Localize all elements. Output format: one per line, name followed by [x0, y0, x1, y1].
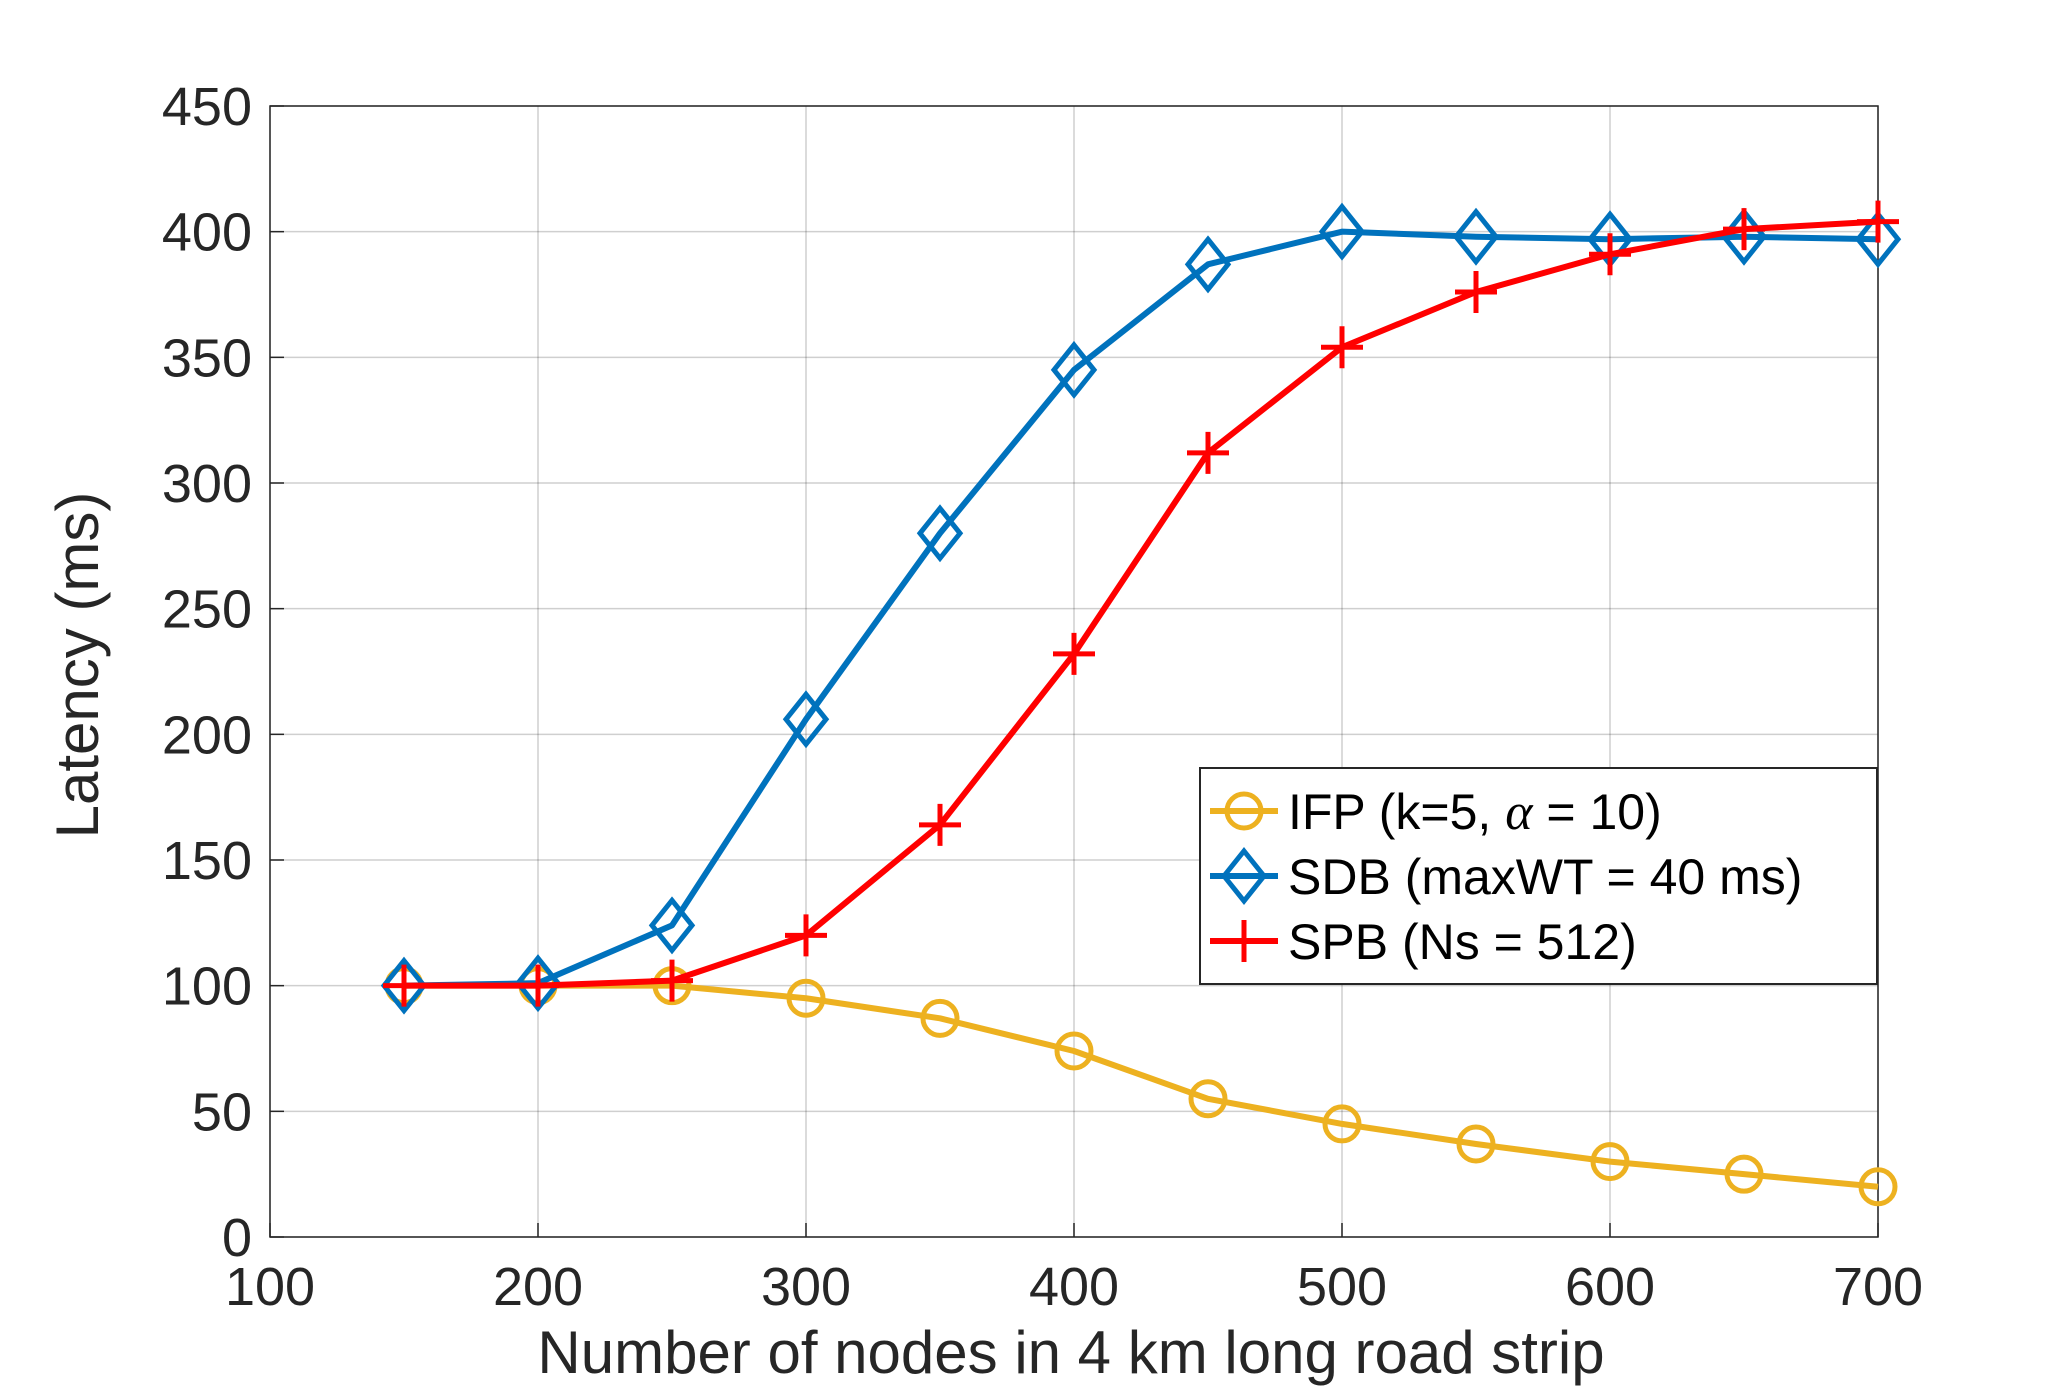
data-point — [651, 959, 693, 1002]
data-point — [1322, 1104, 1362, 1144]
data-point — [1188, 1079, 1228, 1119]
data-point — [380, 956, 428, 1015]
data-point — [1590, 1142, 1630, 1182]
legend-item: SDB (maxWT = 40 ms) — [1210, 846, 1802, 906]
legend: IFP (k=5, α = 10) SDB (maxWT = 40 ms) SPB … — [1199, 767, 1878, 985]
data-point — [1184, 235, 1232, 294]
data-point — [786, 978, 826, 1018]
data-point — [1054, 1031, 1094, 1071]
data-point — [919, 803, 961, 846]
x-tick-label: 600 — [1565, 1257, 1655, 1317]
data-point — [785, 914, 827, 957]
x-tick-label: 100 — [225, 1257, 315, 1317]
x-tick-label: 700 — [1833, 1257, 1923, 1317]
series-line — [404, 982, 1879, 1190]
y-tick-label: 250 — [162, 580, 252, 640]
x-tick-label: 200 — [493, 1257, 583, 1317]
y-tick-label: 50 — [192, 1082, 252, 1142]
data-point — [648, 896, 696, 955]
data-point — [383, 964, 425, 1007]
data-point — [782, 690, 830, 749]
data-point — [1053, 632, 1095, 675]
data-point — [916, 504, 964, 563]
data-point — [1456, 1124, 1496, 1164]
data-point — [920, 998, 960, 1038]
y-tick-label: 150 — [162, 831, 252, 891]
data-point — [1857, 200, 1899, 243]
data-point — [1589, 233, 1631, 276]
legend-label: SDB (maxWT = 40 ms) — [1288, 849, 1802, 905]
y-tick-label: 100 — [162, 957, 252, 1017]
y-axis-ticks: 0 50 100 150 200 250 300 350 400 450 — [162, 77, 284, 1268]
data-point — [1187, 431, 1229, 474]
series-line — [404, 218, 1879, 989]
y-tick-label: 300 — [162, 454, 252, 514]
y-tick-label: 200 — [162, 705, 252, 765]
y-axis-title: Latency (ms) — [44, 492, 111, 839]
data-point — [514, 954, 562, 1013]
data-point — [1321, 326, 1363, 369]
series-circle — [384, 966, 1898, 1207]
data-point — [1455, 270, 1497, 313]
series-plus — [383, 200, 1899, 1007]
legend-marker — [1223, 920, 1265, 962]
legend-label: SPB (Ns = 512) — [1288, 914, 1637, 970]
x-axis-ticks: 100 200 300 400 500 600 700 — [225, 1223, 1923, 1317]
data-point — [1854, 210, 1902, 269]
data-point — [1452, 207, 1500, 266]
data-point — [1318, 202, 1366, 261]
x-tick-label: 300 — [761, 1257, 851, 1317]
legend-item: SPB (Ns = 512) — [1210, 914, 1637, 970]
data-point — [1050, 340, 1098, 399]
legend-box — [1199, 767, 1878, 985]
y-tick-label: 450 — [162, 77, 252, 137]
y-tick-label: 0 — [222, 1208, 252, 1268]
y-tick-label: 400 — [162, 203, 252, 263]
y-tick-label: 350 — [162, 328, 252, 388]
legend-marker — [1220, 846, 1268, 906]
data-point — [1724, 1154, 1764, 1194]
data-point — [1858, 1167, 1898, 1207]
x-tick-label: 400 — [1029, 1257, 1119, 1317]
x-axis-title: Number of nodes in 4 km long road strip — [537, 1319, 1604, 1386]
legend-marker — [1224, 791, 1264, 831]
data-point — [517, 964, 559, 1007]
series-layer — [380, 200, 1902, 1207]
data-point — [1723, 208, 1765, 251]
x-tick-label: 500 — [1297, 1257, 1387, 1317]
legend-item: IFP (k=5, α = 10) — [1210, 784, 1662, 841]
legend-label: IFP (k=5, α = 10) — [1288, 784, 1662, 841]
